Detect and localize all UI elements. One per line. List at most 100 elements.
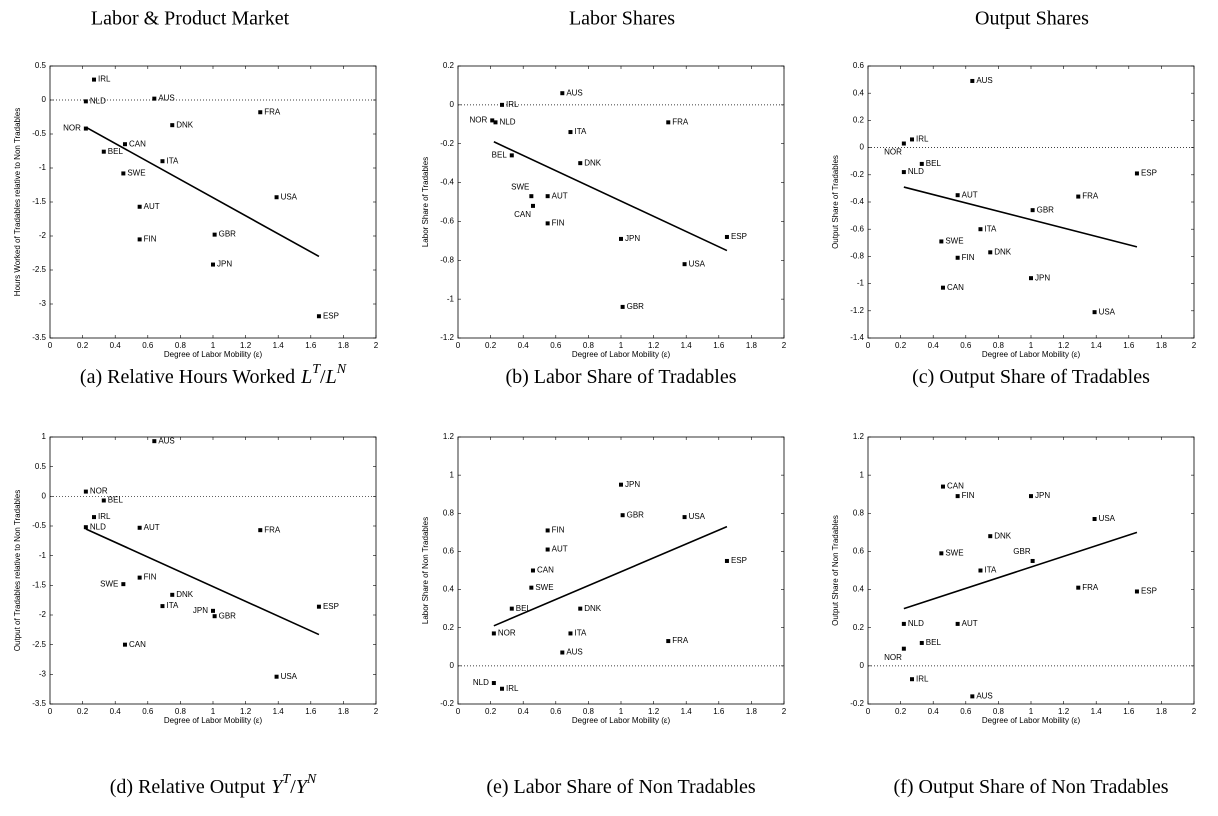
point (724, 234, 729, 239)
y-tick-label: -0.8 (850, 252, 864, 261)
point-label: ITA (574, 629, 587, 638)
x-tick-label: 0 (866, 707, 871, 716)
point-label: IRL (98, 75, 111, 84)
point (83, 99, 88, 104)
x-tick-label: 0.2 (895, 341, 907, 350)
point (500, 102, 505, 107)
caption-text: (a) Relative Hours Worked (80, 366, 295, 388)
point-label: DNK (176, 120, 194, 129)
point (137, 575, 142, 580)
point-label: JPN (1035, 273, 1050, 282)
x-tick-label: 1.6 (713, 341, 725, 350)
x-tick-label: 2 (374, 707, 379, 716)
point-label: AUT (144, 523, 160, 532)
x-tick-label: 1.6 (1123, 707, 1135, 716)
point (901, 646, 906, 651)
x-tick-label: 2 (782, 707, 787, 716)
point (152, 96, 157, 101)
point (137, 204, 142, 209)
y-tick-label: -0.6 (850, 224, 864, 233)
x-tick-label: 0.6 (550, 707, 562, 716)
point (212, 232, 217, 237)
x-tick-label: 2 (782, 341, 787, 350)
point-label: ITA (166, 156, 179, 165)
point (529, 194, 534, 199)
point-label: FRA (672, 636, 689, 645)
x-tick-label: 0.4 (518, 707, 530, 716)
point (560, 650, 565, 655)
x-tick-label: 0 (456, 707, 461, 716)
point-label: AUS (566, 648, 582, 657)
point-label: GBR (627, 302, 645, 311)
x-tick-label: 1.6 (305, 707, 317, 716)
point-label: NOR (884, 148, 902, 157)
column-title: Labor & Product Market (91, 8, 290, 30)
caption-text: (d) Relative Output (110, 776, 266, 798)
point (919, 161, 924, 166)
point-label: SWE (100, 579, 118, 588)
y-tick-label: -1 (857, 279, 865, 288)
x-tick-label: 1.8 (1156, 341, 1168, 350)
y-axis-label: Output Share of Tradables (831, 155, 840, 249)
point (682, 262, 687, 267)
point (274, 195, 279, 200)
point (666, 639, 671, 644)
y-tick-label: 1 (860, 470, 865, 479)
point-label: AUS (158, 94, 174, 103)
point-label: JPN (625, 480, 640, 489)
y-tick-label: -2 (39, 231, 47, 240)
point-label: AUT (552, 191, 568, 200)
x-tick-label: 0.6 (142, 707, 154, 716)
point (1092, 310, 1097, 315)
column-title: Labor Shares (569, 8, 675, 30)
y-tick-label: 0 (450, 661, 455, 670)
point (578, 161, 583, 166)
point (978, 227, 983, 232)
point (101, 498, 106, 503)
x-tick-label: 1.2 (1058, 707, 1070, 716)
point-label: CAN (129, 139, 146, 148)
point-label: BEL (108, 496, 124, 505)
caption: (f) Output Share of Non Tradables (894, 776, 1169, 798)
point-label: IRL (98, 512, 111, 521)
point (620, 513, 625, 518)
y-tick-label: -2.5 (32, 640, 46, 649)
point (578, 606, 583, 611)
point (493, 120, 498, 125)
x-tick-label: 0.8 (175, 707, 187, 716)
point-label: ESP (731, 556, 747, 565)
point-label: USA (1099, 514, 1116, 523)
y-tick-label: 0 (860, 661, 865, 670)
x-tick-label: 1.2 (1058, 341, 1070, 350)
point-label: GBR (627, 510, 645, 519)
point (666, 120, 671, 125)
y-tick-label: -0.5 (32, 129, 46, 138)
x-tick-label: 1 (1029, 341, 1034, 350)
point (122, 642, 127, 647)
point-label: FIN (552, 218, 565, 227)
caption: (b) Labor Share of Tradables (505, 366, 736, 388)
point-label: ESP (731, 232, 747, 241)
point (919, 640, 924, 645)
point-label: NOR (884, 653, 902, 662)
point (1134, 589, 1139, 594)
point (258, 110, 263, 115)
point (530, 568, 535, 573)
point (83, 126, 88, 131)
point (491, 631, 496, 636)
y-tick-label: -0.2 (440, 139, 454, 148)
point-label: IRL (506, 100, 519, 109)
point-label: FRA (672, 117, 689, 126)
point-label: JPN (193, 606, 208, 615)
point (152, 439, 157, 444)
y-tick-label: 0 (42, 491, 47, 500)
x-tick-label: 1.4 (1091, 341, 1103, 350)
x-tick-label: 0 (48, 341, 53, 350)
x-tick-label: 0.6 (550, 341, 562, 350)
point-label: USA (1099, 307, 1116, 316)
point (316, 314, 321, 319)
point-label: DNK (994, 247, 1012, 256)
x-tick-label: 0.8 (175, 341, 187, 350)
y-tick-label: 0.4 (443, 585, 455, 594)
point-label: FIN (962, 491, 975, 500)
